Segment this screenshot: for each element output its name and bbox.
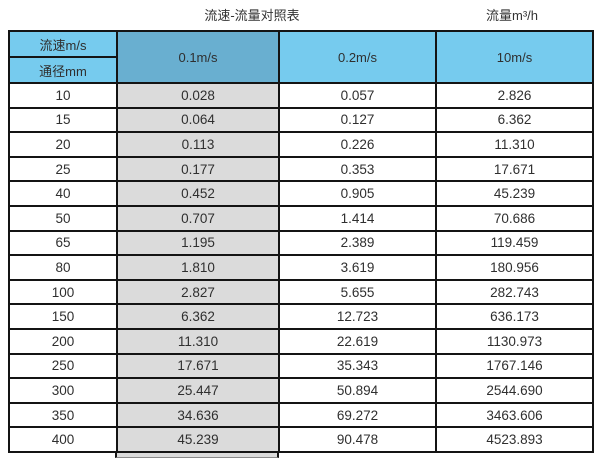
- table-row: 100 2.827 5.655 282.743: [8, 278, 594, 306]
- flow-value-cell-0-2ms: 90.478: [278, 426, 437, 453]
- table-row: 350 34.636 69.272 3463.606: [8, 401, 594, 429]
- header-col-0-1ms: 0.1m/s: [116, 30, 280, 84]
- header-col-10ms: 10m/s: [435, 30, 594, 84]
- pipe-diameter-cell: 40: [8, 180, 118, 207]
- page-title: 流速-流量对照表: [204, 8, 300, 23]
- flow-value-cell-0-2ms: 12.723: [278, 303, 437, 330]
- table-row: 150 6.362 12.723 636.173: [8, 303, 594, 330]
- pipe-diameter-cell: 25: [8, 155, 118, 183]
- flow-value-cell-0-1ms: 0.028: [116, 82, 280, 109]
- header-pipe-diameter: 通径mm: [8, 56, 118, 84]
- flow-value-cell-0-1ms: 0.113: [116, 131, 280, 158]
- flow-value-cell-0-1ms: 17.671: [116, 352, 280, 380]
- pipe-diameter-cell: 15: [8, 106, 118, 134]
- pipe-diameter-cell: 20: [8, 131, 118, 158]
- header-row-top: 流速m/s 0.1m/s 0.2m/s 10m/s: [8, 30, 594, 84]
- flow-value-cell-0-2ms: 69.272: [278, 401, 437, 429]
- flow-value-cell-0-1ms: 0.707: [116, 204, 280, 232]
- pipe-diameter-cell: 100: [8, 278, 118, 306]
- flow-value-cell-10ms: 180.956: [435, 254, 594, 281]
- flow-value-cell-0-2ms: 0.127: [278, 106, 437, 134]
- table-row: 20 0.113 0.226 11.310: [8, 131, 594, 158]
- flow-value-cell-0-1ms: 0.064: [116, 106, 280, 134]
- table-row: 15 0.064 0.127 6.362: [8, 106, 594, 134]
- table-row: 200 11.310 22.619 1130.973: [8, 327, 594, 355]
- table-row: 400 45.239 90.478 4523.893: [8, 426, 594, 453]
- flow-value-cell-10ms: 17.671: [435, 155, 594, 183]
- flow-value-cell-0-1ms: 1.810: [116, 254, 280, 281]
- table-row: 10 0.028 0.057 2.826: [8, 82, 594, 109]
- table-row: 80 1.810 3.619 180.956: [8, 254, 594, 281]
- pipe-diameter-cell: 10: [8, 82, 118, 109]
- flow-value-cell-0-2ms: 1.414: [278, 204, 437, 232]
- header-flow-speed: 流速m/s: [8, 30, 118, 58]
- flow-value-cell-0-2ms: 5.655: [278, 278, 437, 306]
- flow-value-cell-10ms: 636.173: [435, 303, 594, 330]
- table-row: 50 0.707 1.414 70.686: [8, 204, 594, 232]
- flow-value-cell-0-2ms: 3.619: [278, 254, 437, 281]
- pipe-diameter-cell: 400: [8, 426, 118, 453]
- flow-value-cell-0-1ms: 25.447: [116, 377, 280, 404]
- flow-value-cell-10ms: 1767.146: [435, 352, 594, 380]
- pipe-diameter-cell: 150: [8, 303, 118, 330]
- flow-value-cell-10ms: 1130.973: [435, 327, 594, 355]
- flow-value-cell-10ms: 2544.690: [435, 377, 594, 404]
- flow-value-cell-10ms: 2.826: [435, 82, 594, 109]
- flow-value-cell-0-1ms: 2.827: [116, 278, 280, 306]
- flow-value-cell-0-2ms: 35.343: [278, 352, 437, 380]
- flow-value-cell-0-1ms: 6.362: [116, 303, 280, 330]
- table-row: 40 0.452 0.905 45.239: [8, 180, 594, 207]
- table-body: 10 0.028 0.057 2.826 15 0.064 0.127 6.36…: [8, 82, 594, 453]
- pipe-diameter-cell: 65: [8, 229, 118, 257]
- flow-value-cell-0-2ms: 22.619: [278, 327, 437, 355]
- pipe-diameter-cell: 200: [8, 327, 118, 355]
- table-row: 300 25.447 50.894 2544.690: [8, 377, 594, 404]
- table-row: 25 0.177 0.353 17.671: [8, 155, 594, 183]
- flow-value-cell-10ms: 119.459: [435, 229, 594, 257]
- pipe-diameter-cell: 80: [8, 254, 118, 281]
- flow-value-cell-0-1ms: 1.195: [116, 229, 280, 257]
- table-row: 250 17.671 35.343 1767.146: [8, 352, 594, 380]
- flow-value-cell-10ms: 11.310: [435, 131, 594, 158]
- pipe-diameter-cell: 350: [8, 401, 118, 429]
- header-row-bottom: 通径mm: [8, 56, 593, 84]
- flow-value-cell-0-2ms: 0.905: [278, 180, 437, 207]
- flow-value-cell-10ms: 45.239: [435, 180, 594, 207]
- flow-table-container: 流速m/s 0.1m/s 0.2m/s 10m/s 通径mm 10 0.028 …: [8, 30, 594, 458]
- flow-rate-table: 流速m/s 0.1m/s 0.2m/s 10m/s 通径mm 10 0.028 …: [8, 30, 594, 453]
- flow-value-cell-0-2ms: 0.057: [278, 82, 437, 109]
- pipe-diameter-cell: 50: [8, 204, 118, 232]
- flow-rate-unit-label: 流量m³/h: [485, 8, 539, 23]
- flow-value-cell-0-2ms: 0.226: [278, 131, 437, 158]
- flow-value-cell-0-1ms: 34.636: [116, 401, 280, 429]
- flow-value-cell-10ms: 3463.606: [435, 401, 594, 429]
- highlight-column-footer: [115, 452, 279, 458]
- flow-value-cell-0-1ms: 0.452: [116, 180, 280, 207]
- flow-value-cell-0-1ms: 45.239: [116, 426, 280, 453]
- flow-value-cell-0-2ms: 50.894: [278, 377, 437, 404]
- flow-value-cell-10ms: 6.362: [435, 106, 594, 134]
- pipe-diameter-cell: 300: [8, 377, 118, 404]
- flow-value-cell-10ms: 4523.893: [435, 426, 594, 453]
- table-header: 流速m/s 0.1m/s 0.2m/s 10m/s 通径mm: [8, 30, 594, 84]
- header-col-0-2ms: 0.2m/s: [278, 30, 437, 84]
- flow-value-cell-0-2ms: 0.353: [278, 155, 437, 183]
- table-row: 65 1.195 2.389 119.459: [8, 229, 594, 257]
- pipe-diameter-cell: 250: [8, 352, 118, 380]
- flow-value-cell-0-2ms: 2.389: [278, 229, 437, 257]
- flow-value-cell-10ms: 282.743: [435, 278, 594, 306]
- flow-value-cell-0-1ms: 11.310: [116, 327, 280, 355]
- flow-value-cell-10ms: 70.686: [435, 204, 594, 232]
- flow-value-cell-0-1ms: 0.177: [116, 155, 280, 183]
